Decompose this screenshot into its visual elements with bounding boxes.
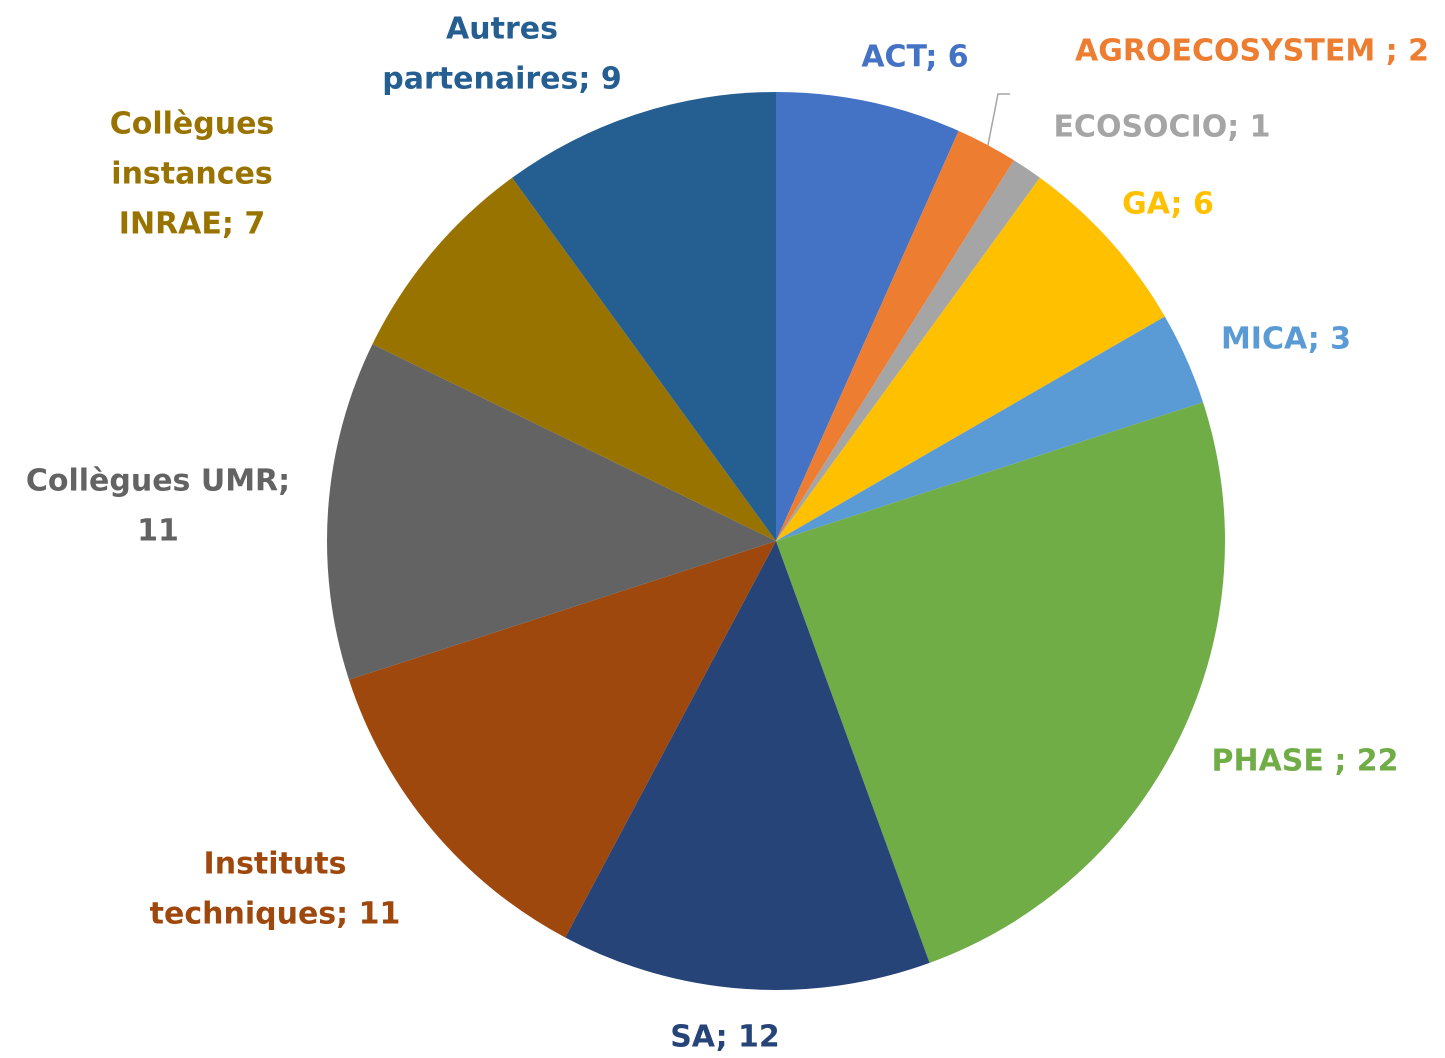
pie-slice <box>776 316 1204 541</box>
data-label: ECOSOCIO; 1 <box>1053 110 1270 145</box>
pie-slice <box>327 344 776 680</box>
data-label: Collègues UMR; <box>26 464 290 499</box>
data-label: SA; 12 <box>670 1020 780 1055</box>
data-label: partenaires; 9 <box>382 62 621 97</box>
pie-slice <box>776 92 959 541</box>
data-label: INRAE; 7 <box>119 207 265 242</box>
data-label: Instituts <box>204 847 347 882</box>
pie-slice <box>776 177 1165 541</box>
pie-slice <box>512 92 776 541</box>
data-label: MICA; 3 <box>1221 322 1351 357</box>
data-label: ACT; 6 <box>861 40 968 75</box>
pie-slice <box>565 541 930 990</box>
data-label: techniques; 11 <box>150 897 401 932</box>
data-label: Autres <box>446 12 558 47</box>
data-label: Collègues <box>110 107 275 142</box>
pie-slice <box>372 177 776 541</box>
data-label: instances <box>111 157 272 192</box>
pie-slice <box>776 402 1225 963</box>
pie-slice <box>776 160 1040 541</box>
data-label: 11 <box>137 514 179 549</box>
pie-slice <box>348 541 776 938</box>
data-label: AGROECOSYSTEM ; 2 <box>1075 34 1429 69</box>
data-label: GA; 6 <box>1122 187 1214 222</box>
leader-line <box>986 93 1010 151</box>
pie-slice <box>776 130 1014 541</box>
data-label: PHASE ; 22 <box>1211 744 1398 779</box>
